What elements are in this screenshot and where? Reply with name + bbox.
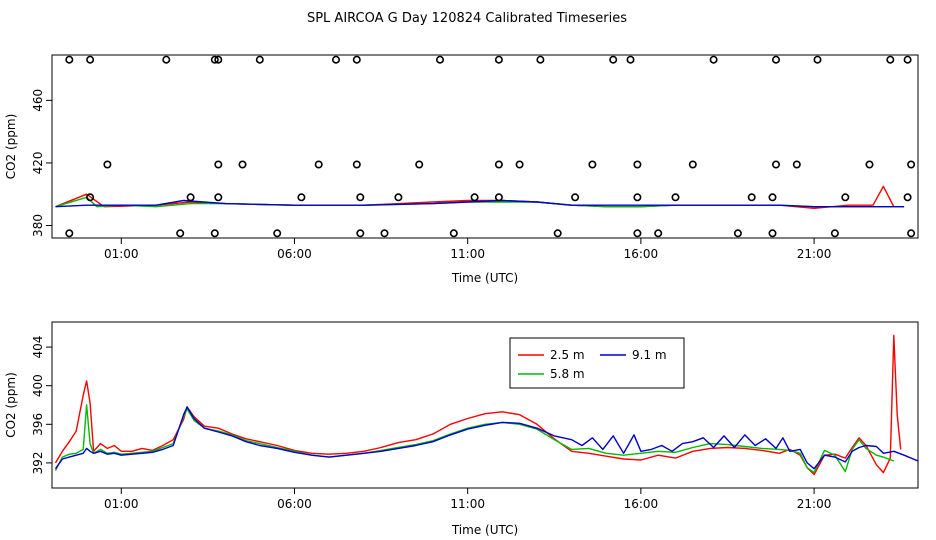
status-point xyxy=(494,55,503,64)
status-point xyxy=(536,55,545,64)
y-tick-label: 380 xyxy=(31,214,45,237)
legend-label: 2.5 m xyxy=(550,348,585,362)
status-point xyxy=(841,193,850,202)
status-point xyxy=(886,55,895,64)
status-point xyxy=(633,229,642,238)
status-point xyxy=(176,229,185,238)
status-point xyxy=(609,55,618,64)
status-point xyxy=(792,160,801,169)
status-point xyxy=(494,160,503,169)
status-point xyxy=(771,55,780,64)
status-point xyxy=(671,193,680,202)
status-point xyxy=(633,193,642,202)
plot-frame xyxy=(51,54,919,239)
status-point xyxy=(654,229,663,238)
status-point xyxy=(435,55,444,64)
x-axis-label: Time (UTC) xyxy=(451,523,518,537)
x-tick-label: 06:00 xyxy=(277,497,312,511)
status-point xyxy=(865,160,874,169)
legend-label: 9.1 m xyxy=(632,348,667,362)
status-point xyxy=(214,55,223,64)
x-tick-label: 16:00 xyxy=(624,497,659,511)
status-point xyxy=(238,160,247,169)
status-point xyxy=(356,229,365,238)
legend-box xyxy=(509,337,685,389)
status-point xyxy=(813,55,822,64)
status-point xyxy=(103,160,112,169)
status-point xyxy=(65,55,74,64)
status-point xyxy=(297,193,306,202)
y-tick-label: 392 xyxy=(31,451,45,474)
top-panel: 01:00 06:00 11:00 16:00 21:00 380 420 460 Time (… xyxy=(4,54,919,285)
status-point xyxy=(86,55,95,64)
status-point xyxy=(470,193,479,202)
status-point xyxy=(449,229,458,238)
status-point xyxy=(903,55,912,64)
x-tick-label: 01:00 xyxy=(104,247,139,261)
status-point xyxy=(394,193,403,202)
status-point xyxy=(747,193,756,202)
status-point xyxy=(255,55,264,64)
y-tick-label: 404 xyxy=(31,336,45,359)
status-point xyxy=(356,193,365,202)
status-point xyxy=(331,55,340,64)
status-point xyxy=(768,193,777,202)
status-point xyxy=(588,160,597,169)
status-point xyxy=(907,160,916,169)
plot-frame xyxy=(51,321,919,489)
y-tick-label: 460 xyxy=(31,89,45,112)
status-point xyxy=(903,193,912,202)
status-point xyxy=(352,160,361,169)
x-tick-label: 11:00 xyxy=(450,497,485,511)
status-point xyxy=(688,160,697,169)
status-point xyxy=(162,55,171,64)
status-point xyxy=(380,229,389,238)
status-point xyxy=(273,229,282,238)
status-point xyxy=(907,229,916,238)
legend-label: 5.8 m xyxy=(550,367,585,381)
status-point xyxy=(186,193,195,202)
legend: 2.5 m 5.8 m 9.1 m xyxy=(509,337,685,389)
status-point xyxy=(733,229,742,238)
y-tick-label: 400 xyxy=(31,374,45,397)
status-point xyxy=(314,160,323,169)
x-tick-label: 21:00 xyxy=(797,247,832,261)
status-point xyxy=(415,160,424,169)
series-line-9-1-m xyxy=(54,406,918,470)
x-tick-label: 21:00 xyxy=(797,497,832,511)
status-point xyxy=(86,193,95,202)
status-point xyxy=(214,193,223,202)
status-point xyxy=(494,193,503,202)
status-point xyxy=(633,160,642,169)
bottom-panel: 01:00 06:00 11:00 16:00 21:00 392 396 400 404 Tim… xyxy=(4,321,919,537)
figure-title: SPL AIRCOA G Day 120824 Calibrated Times… xyxy=(307,11,627,26)
status-point xyxy=(709,55,718,64)
x-tick-label: 06:00 xyxy=(277,247,312,261)
series-line-5-8-m xyxy=(54,404,895,474)
y-axis-label: CO2 (ppm) xyxy=(4,372,18,438)
status-point xyxy=(214,160,223,169)
status-point xyxy=(771,160,780,169)
status-point xyxy=(571,193,580,202)
x-axis-label: Time (UTC) xyxy=(451,271,518,285)
status-point xyxy=(210,229,219,238)
status-point xyxy=(768,229,777,238)
status-point xyxy=(515,160,524,169)
x-tick-label: 16:00 xyxy=(624,247,659,261)
status-point xyxy=(830,229,839,238)
status-point xyxy=(553,229,562,238)
status-point xyxy=(210,55,219,64)
series-line-2-5-m xyxy=(54,334,902,476)
y-tick-label: 420 xyxy=(31,151,45,174)
series-line-9-1-m xyxy=(55,199,905,208)
status-point xyxy=(65,229,74,238)
status-point xyxy=(352,55,361,64)
y-axis-label: CO2 (ppm) xyxy=(4,114,18,180)
status-point xyxy=(626,55,635,64)
x-tick-label: 01:00 xyxy=(104,497,139,511)
x-tick-label: 11:00 xyxy=(450,247,485,261)
y-tick-label: 396 xyxy=(31,413,45,436)
